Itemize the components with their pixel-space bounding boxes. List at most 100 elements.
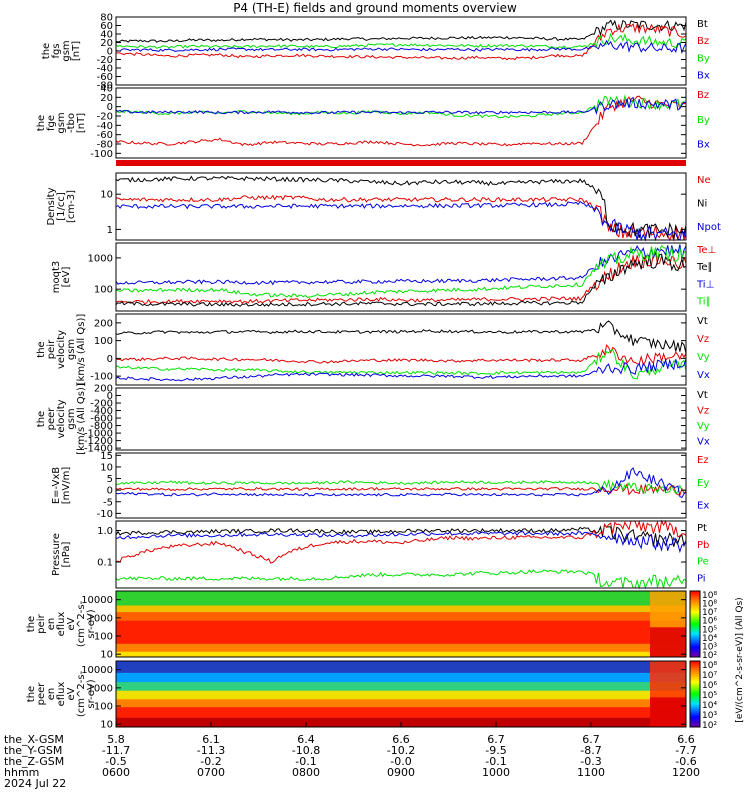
y-axis-label: Density xyxy=(46,187,57,225)
y-tick-label: -60 xyxy=(97,130,113,141)
spectrogram-band xyxy=(116,605,686,613)
y-axis-label: [1/cc] xyxy=(56,192,67,221)
footer-value: -0.2 xyxy=(200,755,221,768)
footer-value: 0600 xyxy=(102,766,130,779)
colorbar-tick-label: 10⁸ xyxy=(702,600,717,610)
footer-row-label: the_X-GSM xyxy=(4,733,64,746)
footer-value: 6.6 xyxy=(392,733,410,746)
footer-value: 5.8 xyxy=(107,733,125,746)
y-axis-label: en xyxy=(46,688,57,701)
legend-entry: Pt xyxy=(697,523,707,534)
y-axis-label: [nT] xyxy=(71,41,82,61)
y-tick-label: 0 xyxy=(107,391,113,402)
spectrogram-band xyxy=(116,591,686,607)
footer-value: -8.7 xyxy=(580,744,601,757)
y-axis-label: the xyxy=(36,115,47,131)
legend-entry: Ez xyxy=(697,455,709,466)
colorbar-tick-label: 10⁴ xyxy=(702,634,717,644)
footer-value: -0.1 xyxy=(485,755,506,768)
y-axis-label: gsm xyxy=(56,112,67,133)
legend-entry: Ti⊥ xyxy=(696,279,714,290)
panel-frame xyxy=(115,387,687,451)
series-line-ex xyxy=(115,467,687,499)
legend-entry: Vz xyxy=(697,405,709,416)
y-tick-label: 10000 xyxy=(81,595,113,606)
y-axis-label: E=-VxB xyxy=(51,467,62,504)
series-line-vz xyxy=(115,344,687,366)
y-tick-label: -100 xyxy=(90,149,113,160)
y-axis-label: the xyxy=(26,616,37,632)
colorbar-tick-label: 10⁶ xyxy=(702,681,717,691)
spectrogram-band xyxy=(116,682,686,692)
spectrogram-band xyxy=(116,699,686,708)
y-axis-label: -tbo xyxy=(66,113,77,133)
legend-entry: Pe xyxy=(697,557,709,568)
y-axis-label: [km/s (All Qs)] xyxy=(76,314,87,386)
y-tick-label: -200 xyxy=(90,399,113,410)
series-line-bz xyxy=(115,95,687,147)
spectrogram-band xyxy=(650,697,686,727)
spectrogram-band xyxy=(116,661,686,674)
spectrogram-band xyxy=(116,643,686,653)
footer-value: 6.7 xyxy=(487,733,505,746)
series-line-npot xyxy=(115,200,687,242)
panel-frame xyxy=(115,313,687,386)
legend-entry: Ne xyxy=(697,175,711,186)
footer-value: -0.1 xyxy=(295,755,316,768)
y-tick-label: -60 xyxy=(97,72,113,83)
footer-value: -0.6 xyxy=(675,755,696,768)
footer-value: 6.1 xyxy=(202,733,220,746)
series-line-by xyxy=(115,32,687,49)
footer-value: 0800 xyxy=(292,766,320,779)
legend-entry: Vx xyxy=(697,436,710,447)
y-tick-label: 10 xyxy=(100,650,113,661)
y-tick-label: 0 xyxy=(107,47,113,58)
footer-value: 1100 xyxy=(577,766,605,779)
series-line-ne xyxy=(116,194,687,242)
y-tick-label: 1.0 xyxy=(97,526,113,537)
y-axis-label: (cm^2-s- xyxy=(76,600,87,647)
legend-entry: Vy xyxy=(697,421,710,432)
panel-frame xyxy=(115,242,687,312)
series-line-by xyxy=(115,94,687,119)
y-axis-label: gsm xyxy=(61,40,72,61)
y-tick-label: 100 xyxy=(94,336,113,347)
legend-entry: Ni xyxy=(697,199,707,210)
legend-entry: Npot xyxy=(697,222,721,233)
y-tick-label: 1000 xyxy=(88,253,113,264)
spectrogram-band xyxy=(116,690,686,700)
page-title: P4 (TH-E) fields and ground moments over… xyxy=(233,1,517,15)
y-axis-label: eV xyxy=(66,617,77,630)
y-tick-label: 100 xyxy=(94,285,113,296)
footer-value: -0.3 xyxy=(580,755,601,768)
colorbar xyxy=(689,660,701,728)
colorbar-tick-label: 10⁵ xyxy=(702,691,717,701)
y-tick-label: 0.1 xyxy=(97,558,113,569)
y-tick-label: 5 xyxy=(107,474,113,485)
y-axis-label: peir xyxy=(46,339,57,359)
legend-entry: Bt xyxy=(697,19,708,30)
y-tick-label: -40 xyxy=(97,64,113,75)
y-axis-label: en xyxy=(46,618,57,631)
y-axis-label: [eV] xyxy=(61,267,72,288)
series-line-pb xyxy=(115,519,687,564)
panel-frame xyxy=(115,452,687,519)
spectrogram-band xyxy=(650,627,686,657)
legend-entry: Bx xyxy=(697,70,710,81)
y-axis-label: [km/s (All Qs)] xyxy=(76,383,87,455)
colorbar-tick-label: 10³ xyxy=(702,711,717,721)
legend-entry: Pi xyxy=(697,574,706,585)
y-tick-label: 100 xyxy=(94,702,113,713)
y-axis-label: the xyxy=(36,341,47,357)
spectrogram-band xyxy=(116,620,686,645)
y-tick-label: 1 xyxy=(107,225,113,236)
y-axis-label: peer xyxy=(46,407,57,431)
colorbar-tick-label: 10⁷ xyxy=(702,608,717,618)
footer-value: 0900 xyxy=(387,766,415,779)
series-line-bz xyxy=(115,22,687,61)
legend-entry: Vz xyxy=(697,334,709,345)
legend-entry: Vt xyxy=(697,390,708,401)
spectrogram-band xyxy=(116,707,686,719)
series-line-ti xyxy=(115,244,687,298)
